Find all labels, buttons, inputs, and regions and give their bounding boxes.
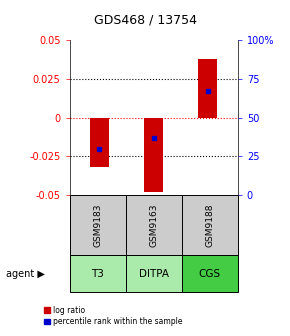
Bar [70, 255, 126, 292]
Text: GSM9188: GSM9188 [205, 203, 214, 247]
Text: DITPA: DITPA [139, 269, 169, 279]
Text: T3: T3 [91, 269, 104, 279]
Text: CGS: CGS [199, 269, 221, 279]
Text: GDS468 / 13754: GDS468 / 13754 [93, 14, 197, 27]
Legend: log ratio, percentile rank within the sample: log ratio, percentile rank within the sa… [44, 306, 182, 326]
Text: agent ▶: agent ▶ [6, 269, 45, 279]
Bar [70, 195, 126, 255]
Bar [90, 118, 109, 167]
Bar [126, 195, 182, 255]
Bar [144, 118, 163, 192]
Bar [126, 255, 182, 292]
Bar [182, 195, 238, 255]
Text: GSM9163: GSM9163 [149, 203, 158, 247]
Bar [198, 59, 218, 118]
Bar [182, 255, 238, 292]
Text: GSM9183: GSM9183 [93, 203, 102, 247]
